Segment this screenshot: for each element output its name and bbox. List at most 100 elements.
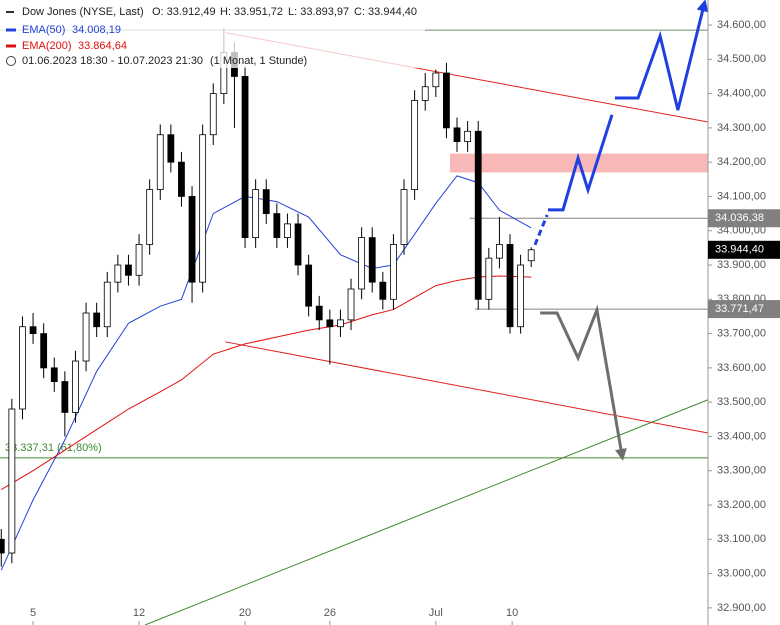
price-label-box (708, 240, 780, 259)
title: Dow Jones (NYSE, Last) (22, 6, 144, 18)
trendline (225, 341, 709, 434)
candle-body (262, 189, 270, 214)
y-tick-label: 33.500,00 (717, 396, 766, 408)
candle-body (326, 319, 334, 328)
candle-body (474, 130, 482, 300)
candle-body (358, 237, 366, 290)
candle-body (294, 223, 302, 266)
candle-body (61, 381, 69, 413)
y-tick-label: 34.300,00 (717, 122, 766, 134)
forecast-arrow (533, 214, 549, 246)
price-label: 33.944,40 (715, 244, 764, 256)
y-tick-label: 33.000,00 (717, 567, 766, 579)
x-tick-label: 26 (324, 607, 336, 619)
candle-body (517, 264, 525, 328)
candle-body (443, 72, 450, 129)
candle-body (496, 244, 503, 259)
period: 01.06.2023 18:30 - 10.07.2023 21:30 (22, 55, 203, 67)
y-tick-label: 34.000,00 (717, 225, 766, 237)
candle-body (188, 196, 196, 283)
candle-body (146, 189, 154, 245)
close: C: 33.944,40 (354, 6, 417, 18)
candle-body (315, 305, 323, 321)
candle-body (103, 281, 111, 328)
x-tick-label: 10 (506, 607, 518, 619)
x-tick-label: 20 (239, 607, 251, 619)
candle-body (485, 257, 493, 300)
y-tick-label: 33.300,00 (717, 465, 766, 477)
candle-body (337, 319, 344, 328)
price-label-box (708, 209, 780, 228)
candle-body (252, 189, 260, 238)
candle-body (178, 161, 185, 197)
y-tick-label: 33.700,00 (717, 327, 766, 339)
price-label: 33.771,47 (715, 303, 764, 315)
candle-body (368, 237, 376, 283)
candle-body (72, 360, 79, 413)
x-tick-label: 5 (30, 607, 36, 619)
fib-label: 33.337,31 (61,80%) (5, 442, 102, 454)
forecast-arrow (614, 0, 709, 111)
high: H: 33.951,72 (220, 6, 283, 18)
trendline (144, 399, 709, 625)
y-tick-label: 34.200,00 (717, 156, 766, 168)
y-tick-label: 33.600,00 (717, 362, 766, 374)
ema-line (1, 275, 532, 491)
candle-body (82, 312, 90, 362)
price-label: 34.036,38 (715, 212, 764, 224)
candle-body (209, 93, 217, 136)
candle-body (199, 134, 207, 283)
candle-body (284, 223, 291, 238)
clock-icon (6, 56, 16, 66)
legend-entry: EMA(50) (22, 24, 65, 36)
legend-entry: EMA(200) (22, 40, 72, 52)
legend-background (0, 2, 425, 68)
candle-body (8, 408, 16, 554)
y-tick-label: 33.200,00 (717, 499, 766, 511)
candle-body (432, 72, 440, 88)
candle-body (347, 288, 355, 321)
legend-value: 33.864,64 (78, 40, 127, 52)
candle-body (125, 264, 132, 276)
y-tick-label: 34.600,00 (717, 19, 766, 31)
candle-body (400, 189, 408, 245)
candle-body (93, 312, 101, 328)
candle-body (241, 76, 249, 238)
legend-value: 34.008,19 (72, 24, 121, 36)
legend: Dow Jones (NYSE, Last) O: 33.912,49 H: 3… (0, 2, 425, 68)
price-label-box (708, 300, 780, 319)
candle-body (29, 326, 37, 334)
y-tick-label: 34.500,00 (717, 53, 766, 65)
forecast-arrow (540, 304, 627, 461)
candle-body (0, 538, 5, 554)
y-tick-label: 33.100,00 (717, 533, 766, 545)
candle-body (453, 127, 461, 142)
candle-body (50, 367, 58, 382)
candle-body (411, 100, 419, 190)
candle-body (40, 333, 48, 369)
candle-body (167, 134, 175, 163)
y-tick-label: 34.400,00 (717, 88, 766, 100)
y-tick-label: 34.100,00 (717, 190, 766, 202)
candle-body (421, 86, 429, 101)
x-tick-label: Jul (429, 607, 443, 619)
forecast-arrow (547, 114, 614, 212)
low: L: 33.893,97 (288, 6, 349, 18)
candle-body (464, 130, 472, 142)
candle-body (273, 213, 281, 238)
y-tick-label: 32.900,00 (717, 602, 766, 614)
y-tick-label: 33.400,00 (717, 430, 766, 442)
candle-body (506, 244, 514, 328)
candle-body (390, 244, 397, 300)
candle-body (156, 134, 164, 190)
ema-line (0, 175, 532, 571)
candle-body (114, 264, 122, 283)
candle-body (305, 264, 313, 307)
y-tick-label: 33.900,00 (717, 259, 766, 271)
open: O: 33.912,49 (152, 6, 216, 18)
candle-body (19, 326, 26, 410)
candle-body (527, 249, 535, 262)
candle-body (135, 244, 143, 276)
x-tick-label: 12 (133, 607, 145, 619)
